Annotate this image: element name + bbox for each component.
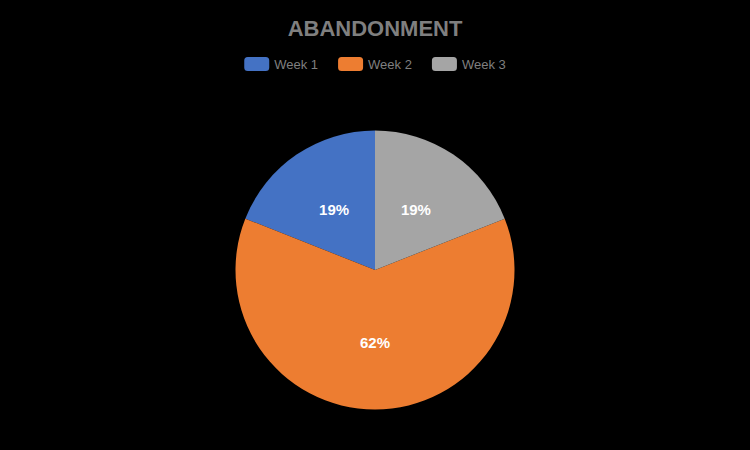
svg-text:Week 1: Week 1	[274, 57, 318, 72]
svg-text:62%: 62%	[360, 334, 390, 351]
svg-text:ABANDONMENT: ABANDONMENT	[288, 16, 463, 41]
svg-text:19%: 19%	[401, 201, 431, 218]
svg-text:Week 3: Week 3	[462, 57, 506, 72]
svg-text:Week 2: Week 2	[368, 57, 412, 72]
svg-text:19%: 19%	[319, 201, 349, 218]
